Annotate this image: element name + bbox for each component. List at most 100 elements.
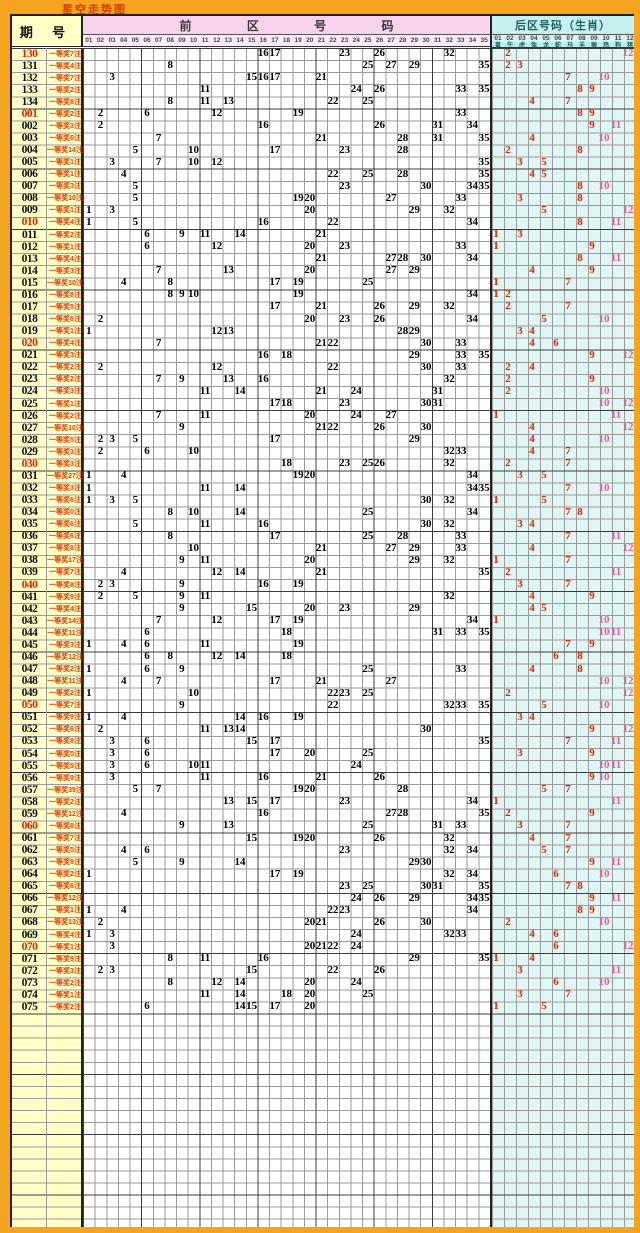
table-row: 065 一等奖6注 23 25 30 31 35 7 8 — [12, 880, 636, 892]
table-row: 034 一等奖0注 8 10 14 25 34 7 8 — [12, 506, 636, 518]
front-number: 34 — [467, 215, 479, 228]
front-number: 35 — [478, 179, 490, 192]
front-number: 19 — [292, 578, 304, 591]
front-number: 23 — [339, 457, 351, 470]
back-number: 1 — [493, 614, 499, 627]
front-number: 21 — [315, 252, 327, 265]
table-row: 047 一等奖2注 1 6 9 25 33 4 8 — [12, 663, 636, 675]
prize-label: 一等奖2注 — [49, 666, 81, 674]
front-number: 23 — [339, 795, 351, 808]
prize-label: 一等奖9注 — [49, 774, 81, 782]
back-number: 12 — [622, 674, 634, 687]
back-number: 3 — [517, 155, 523, 168]
prize-label: 一等奖8注 — [49, 545, 81, 553]
period-number: 132 — [21, 71, 38, 84]
prize-label: 一等奖14注 — [47, 617, 83, 625]
back-number: 9 — [589, 348, 595, 361]
front-number: 26 — [374, 831, 386, 844]
prize-label: 一等奖3注 — [49, 267, 81, 275]
front-number: 33 — [455, 928, 467, 941]
prize-label: 一等奖3注 — [49, 388, 81, 396]
front-number: 15 — [246, 964, 258, 977]
zodiac-label: 狗 — [614, 42, 621, 49]
front-number: 14 — [234, 1000, 246, 1013]
back-number: 2 — [505, 384, 511, 397]
front-number: 32 — [443, 590, 455, 603]
front-number: 7 — [155, 614, 162, 627]
back-number: 4 — [529, 928, 535, 941]
front-number: 35 — [478, 734, 490, 747]
front-number: 17 — [269, 71, 281, 84]
front-number: 6 — [144, 228, 150, 241]
prize-label: 一等奖7注 — [49, 702, 81, 710]
front-number: 11 — [199, 638, 211, 651]
front-number: 23 — [339, 47, 351, 60]
back-number: 8 — [577, 191, 583, 204]
period-number: 042 — [21, 602, 38, 615]
front-number: 25 — [362, 457, 374, 470]
table-row: 067 一等奖1注 1 4 22 23 34 8 9 — [12, 904, 636, 916]
front-number: 30 — [420, 252, 432, 265]
front-number: 33 — [455, 240, 467, 253]
period-number: 070 — [21, 940, 38, 953]
front-number: 14 — [234, 855, 246, 868]
front-number: 32 — [443, 493, 455, 506]
period-number: 034 — [21, 506, 38, 519]
front-number: 22 — [327, 421, 339, 434]
back-number: 7 — [565, 529, 571, 542]
back-number: 8 — [577, 505, 583, 518]
front-number: 22 — [327, 215, 339, 228]
table-row: 017 一等奖5注 17 21 26 29 32 2 7 — [12, 301, 636, 313]
front-number: 33 — [455, 191, 467, 204]
front-number: 19 — [292, 469, 304, 482]
front-number: 13 — [222, 324, 234, 337]
front-number: 32 — [443, 517, 455, 530]
front-number: 28 — [397, 807, 409, 820]
front-col-label: 14 — [236, 37, 244, 44]
back-number: 3 — [517, 517, 523, 530]
front-number: 34 — [467, 843, 479, 856]
front-number: 9 — [179, 372, 185, 385]
prize-label: 一等奖7注 — [49, 569, 81, 577]
front-number: 19 — [292, 638, 304, 651]
front-number: 30 — [420, 493, 432, 506]
front-number: 4 — [120, 167, 127, 180]
front-number: 19 — [292, 867, 304, 880]
front-number: 10 — [187, 288, 199, 301]
period-number: 036 — [21, 530, 38, 543]
front-number: 35 — [478, 83, 490, 96]
back-col-label: 10 — [602, 34, 610, 42]
period-number: 134 — [21, 95, 38, 108]
prize-label: 一等奖5注 — [49, 303, 81, 311]
back-number: 5 — [541, 167, 547, 180]
front-number: 22 — [327, 686, 339, 699]
back-number: 8 — [577, 903, 583, 916]
front-number: 25 — [362, 747, 374, 760]
back-number: 7 — [565, 71, 571, 84]
front-number: 7 — [155, 674, 162, 687]
table-row: 014 一等奖3注 7 13 20 27 29 4 9 — [12, 265, 636, 277]
front-number: 6 — [144, 240, 150, 253]
front-number: 25 — [362, 819, 374, 832]
front-number: 27 — [385, 541, 397, 554]
table-row: 064 一等奖2注 1 17 19 32 34 6 10 — [12, 868, 636, 880]
front-number: 23 — [339, 240, 351, 253]
back-number: 2 — [505, 288, 511, 301]
front-number: 20 — [304, 747, 316, 760]
prize-label: 一等奖1注 — [49, 907, 81, 915]
table-row: 002 一等奖3注 2 16 26 31 34 9 11 — [12, 120, 636, 132]
prize-label: 一等奖27注 — [47, 472, 83, 480]
prize-label: 一等奖8注 — [49, 822, 81, 830]
front-number: 32 — [443, 831, 455, 844]
front-number: 27 — [385, 59, 397, 72]
front-number: 5 — [132, 517, 139, 530]
back-number: 7 — [565, 457, 571, 470]
front-number: 34 — [467, 252, 479, 265]
front-number: 21 — [315, 771, 327, 784]
back-number: 2 — [505, 457, 511, 470]
front-number: 3 — [109, 433, 115, 446]
front-number: 3 — [109, 759, 115, 772]
front-number: 11 — [199, 481, 211, 494]
front-number: 18 — [280, 988, 292, 1001]
